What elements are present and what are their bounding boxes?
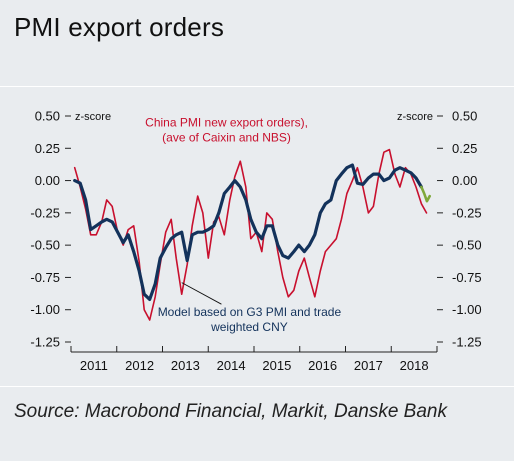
y-tick-label-right: 0.00 xyxy=(452,173,477,188)
plot-area: 0.50 0.25 0.00 -0.25 -0.50 -0.75 -1.00 -1.25 z-s… xyxy=(0,86,514,386)
annotation-model-line-1: Model based on G3 PMI and trade xyxy=(158,305,342,319)
y-tick-label-left: 0.50 xyxy=(35,109,60,124)
annotation-model-line-2: weighted CNY xyxy=(210,320,288,334)
y-tick-label-left: -0.25 xyxy=(30,205,60,220)
x-tick-label-2014: 2014 xyxy=(217,358,246,373)
y-tick-label-left: -0.75 xyxy=(30,270,60,285)
annotation-china-pmi-line-2: (ave of Caixin and NBS) xyxy=(162,130,291,144)
y-tick-label-left: -1.00 xyxy=(30,302,60,317)
series-line-g3-model xyxy=(73,163,423,301)
x-tick-label-2016: 2016 xyxy=(308,358,337,373)
x-tick-label-2012: 2012 xyxy=(125,358,154,373)
y-tick-label-right: -0.75 xyxy=(452,270,482,285)
x-axis: 2011 2012 2013 2014 2015 2016 2017 2018 xyxy=(70,346,438,373)
y-axis-label-left: z-score xyxy=(75,111,111,123)
y-axis-label-right: z-score xyxy=(397,111,433,123)
annotation-china-pmi-line-1: China PMI new export orders), xyxy=(145,115,308,129)
chart-title: PMI export orders xyxy=(14,12,225,42)
y-tick-label-left: -0.50 xyxy=(30,238,60,253)
pmi-line-chart: 0.50 0.25 0.00 -0.25 -0.50 -0.75 -1.00 -1.25 z-s… xyxy=(30,109,482,374)
x-tick-label-2015: 2015 xyxy=(262,358,291,373)
title-divider xyxy=(0,86,514,87)
y-axis-left: 0.50 0.25 0.00 -0.25 -0.50 -0.75 -1.00 -1.25 z-s… xyxy=(30,109,111,350)
x-tick-label-2018: 2018 xyxy=(400,358,429,373)
y-tick-label-left: 0.25 xyxy=(35,141,60,156)
x-tick-label-2017: 2017 xyxy=(354,358,383,373)
y-tick-label-right: -0.50 xyxy=(452,238,482,253)
series-line-china-pmi xyxy=(73,148,428,321)
series-line-model-forecast xyxy=(420,185,431,203)
y-tick-label-right: 0.25 xyxy=(452,141,477,156)
source-note: Source: Macrobond Financial, Markit, Dan… xyxy=(14,401,447,422)
y-tick-label-left: 0.00 xyxy=(35,173,60,188)
annotation-pointer-line xyxy=(181,282,222,305)
x-tick-label-2011: 2011 xyxy=(80,358,108,373)
y-axis-right: 0.50 0.25 0.00 -0.25 -0.50 -0.75 -1.00 -1.25 z-s… xyxy=(397,109,482,350)
y-tick-label-right: -0.25 xyxy=(452,205,482,220)
y-tick-label-right: 0.50 xyxy=(452,109,477,124)
x-tick-label-2013: 2013 xyxy=(171,358,200,373)
y-tick-label-right: -1.25 xyxy=(452,335,482,350)
source-divider xyxy=(0,386,514,387)
series-layer xyxy=(73,148,431,321)
y-tick-label-right: -1.00 xyxy=(452,302,482,317)
y-tick-label-left: -1.25 xyxy=(30,335,60,350)
annotation-layer: China PMI new export orders),(ave of Cai… xyxy=(145,115,341,334)
